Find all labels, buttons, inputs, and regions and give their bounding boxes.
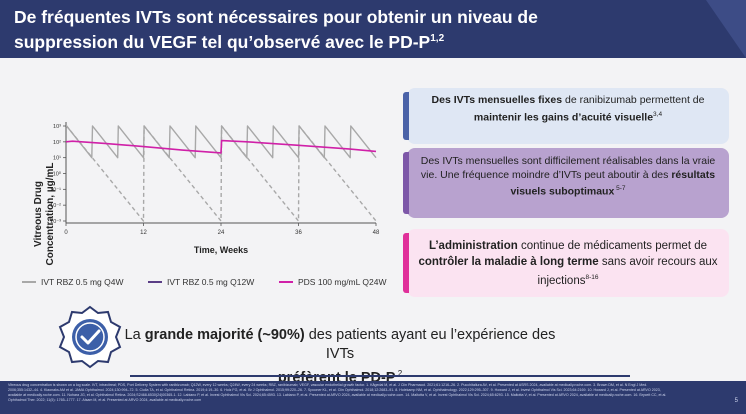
box1-text-1: de ranibizumab permettent de xyxy=(562,94,705,106)
chart-y-axis-label: Vitreous Drug Concentration, µg/mL xyxy=(33,139,57,289)
y-tick-label: 10³ xyxy=(53,124,61,130)
legend-item-q4w: IVT RBZ 0.5 mg Q4W xyxy=(22,277,124,287)
title-line-2-text: suppression du VEGF tel qu’observé avec … xyxy=(14,31,431,52)
title-line-2: suppression du VEGF tel qu’observé avec … xyxy=(14,28,704,53)
y-tick-label: 10² xyxy=(53,140,61,146)
box2-bold-1: résultats visuels suboptimaux xyxy=(510,168,716,198)
preference-text-2: des patients ayant eu l’expérience des I… xyxy=(304,327,556,362)
preference-superscript: 2 xyxy=(395,369,403,378)
x-tick-label: 48 xyxy=(373,230,380,236)
preference-line-1: La grande majorité (~90%) des patients a… xyxy=(120,326,560,364)
legend-swatch-q12w xyxy=(148,281,162,283)
box3-text-2: sans avoir recours aux injections xyxy=(537,255,718,287)
box1-superscript: 3,4 xyxy=(653,110,663,118)
x-tick-label: 12 xyxy=(140,230,147,236)
y-tick-label: 10¹ xyxy=(53,156,61,162)
y-axis-label-line-2: Concentration, µg/mL xyxy=(45,162,56,266)
legend-swatch-q4w xyxy=(22,281,36,283)
y-tick-label: 10⁻² xyxy=(50,203,61,209)
slide-header xyxy=(0,0,746,58)
legend-item-pds: PDS 100 mg/mL Q24W xyxy=(279,277,387,287)
series-line-0 xyxy=(65,125,377,159)
header-corner-accent xyxy=(706,0,746,58)
box2-superscript: 5-7 xyxy=(614,185,626,192)
legend-item-q12w: IVT RBZ 0.5 mg Q12W xyxy=(148,277,254,287)
slide-title: De fréquentes IVTs sont nécessaires pour… xyxy=(14,6,704,53)
footnotes-bar xyxy=(0,381,746,414)
title-line-1: De fréquentes IVTs sont nécessaires pour… xyxy=(14,7,538,27)
x-tick-label: 24 xyxy=(218,230,225,236)
info-box-real-world: Des IVTs mensuelles sont difficilement r… xyxy=(403,148,729,218)
box1-bold-2: maintenir les gains d’acuité visuelle xyxy=(473,111,654,123)
y-axis-label-line-1: Vitreous Drug xyxy=(33,181,44,247)
pk-chart-svg: 10³ 10² 10¹ 10⁰ 10⁻¹ 10⁻² 10⁻³0 12 24 36 48 Time, W… xyxy=(50,122,380,255)
box3-bold-1: L’administration xyxy=(428,240,518,252)
box3-bold-2: contrôler la maladie à long terme xyxy=(418,255,599,268)
y-tick-label: 10⁰ xyxy=(53,171,62,178)
info-box-continuous-delivery: L’administration continue de médicaments… xyxy=(403,229,729,297)
footnotes-text: Vitreous drug concentration is shown on … xyxy=(8,383,667,402)
x-axis-label: Time, Weeks xyxy=(194,245,248,255)
y-tick-label: 10⁻¹ xyxy=(50,187,61,193)
preference-text-1: La xyxy=(124,327,145,343)
award-check-icon xyxy=(54,304,126,372)
info-box-monthly-ivt: Des IVTs mensuelles fixes de ranibizumab… xyxy=(403,88,729,144)
preference-bold-1: grande majorité (~90%) xyxy=(144,327,305,343)
y-tick-label: 10⁻³ xyxy=(50,219,61,225)
title-superscript: 1,2 xyxy=(430,33,445,44)
chart-legend: IVT RBZ 0.5 mg Q4W IVT RBZ 0.5 mg Q12W P… xyxy=(16,277,396,293)
series-line-2 xyxy=(65,139,377,154)
box3-superscript: 8-16 xyxy=(585,274,599,281)
legend-swatch-pds xyxy=(279,281,293,283)
x-tick-label: 36 xyxy=(295,230,302,236)
page-number: 5 xyxy=(734,398,738,404)
pk-chart: 10³ 10² 10¹ 10⁰ 10⁻¹ 10⁻² 10⁻³ 0 12 24 36 48 Time, W… xyxy=(14,80,394,290)
divider-line xyxy=(130,375,630,377)
x-tick-label: 0 xyxy=(64,230,68,236)
box2-text-1: Des IVTs mensuelles sont difficilement r… xyxy=(420,155,716,181)
legend-label-q4w: IVT RBZ 0.5 mg Q4W xyxy=(41,277,124,287)
legend-label-q12w: IVT RBZ 0.5 mg Q12W xyxy=(167,277,255,287)
box1-bold-1: Des IVTs mensuelles fixes xyxy=(431,94,563,106)
legend-label-pds: PDS 100 mg/mL Q24W xyxy=(298,277,387,287)
patient-preference-statement: La grande majorité (~90%) des patients a… xyxy=(120,326,560,388)
box3-text-1: continue de médicaments permet de xyxy=(517,240,708,252)
